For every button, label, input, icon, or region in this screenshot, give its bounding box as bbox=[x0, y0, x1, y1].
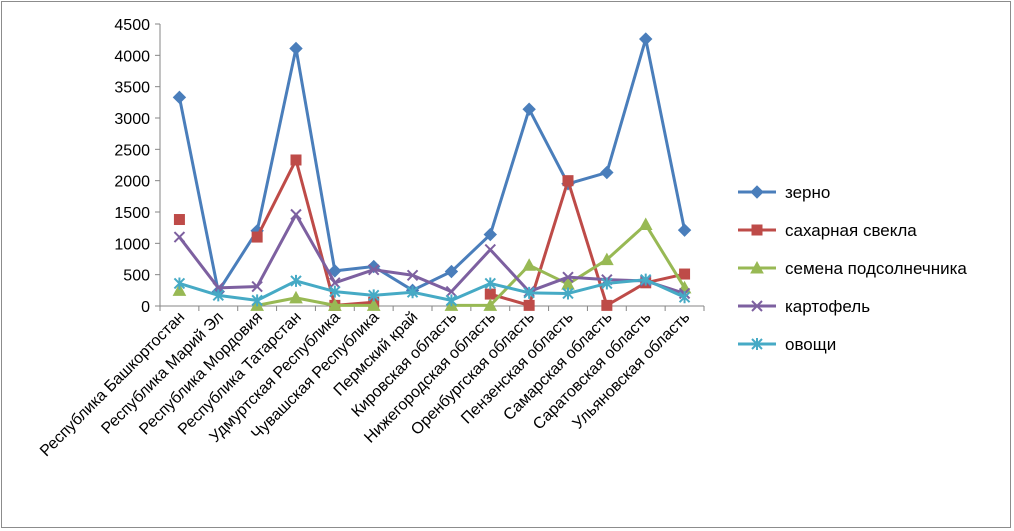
data-point bbox=[562, 287, 574, 300]
data-point bbox=[290, 274, 302, 287]
data-point bbox=[600, 165, 614, 180]
data-point bbox=[677, 223, 692, 237]
data-point bbox=[522, 258, 536, 271]
y-tick-label: 1500 bbox=[114, 205, 150, 222]
data-point bbox=[522, 102, 536, 116]
y-tick-label: 4500 bbox=[114, 17, 150, 34]
data-point bbox=[445, 294, 458, 307]
data-point bbox=[484, 277, 496, 290]
data-point bbox=[172, 90, 187, 105]
legend: зерно сахарная свекла семена подсолнечника… bbox=[738, 183, 967, 354]
data-point bbox=[601, 299, 613, 311]
data-point bbox=[445, 285, 458, 298]
data-point bbox=[444, 264, 459, 279]
legend-item: овощи bbox=[738, 335, 836, 354]
data-point bbox=[562, 175, 574, 187]
data-point bbox=[289, 41, 303, 56]
legend-label: зерно bbox=[785, 183, 830, 202]
legend-label: сахарная свекла bbox=[785, 221, 917, 240]
data-point bbox=[751, 224, 763, 236]
series-layer bbox=[172, 32, 692, 311]
legend-label: картофель bbox=[785, 297, 870, 316]
y-tick-label: 0 bbox=[141, 299, 150, 316]
data-point bbox=[679, 268, 691, 280]
data-point bbox=[483, 227, 497, 242]
axes: 0 500 1000 1500 2000 2500 3000 3500 4000 4500 Респ… bbox=[37, 17, 705, 460]
legend-item: сахарная свекла bbox=[738, 221, 917, 240]
y-tick-label: 3000 bbox=[114, 111, 150, 128]
data-point bbox=[328, 264, 342, 278]
data-point bbox=[328, 298, 342, 311]
data-point bbox=[640, 273, 652, 286]
y-tick-label: 2500 bbox=[114, 142, 150, 159]
data-point bbox=[251, 231, 263, 243]
data-point bbox=[484, 288, 496, 300]
data-point bbox=[750, 260, 764, 274]
data-point bbox=[212, 289, 224, 302]
data-point bbox=[329, 277, 341, 289]
data-point bbox=[173, 231, 186, 243]
data-point bbox=[751, 338, 763, 350]
data-point bbox=[173, 277, 186, 290]
x-tick-label: Республика Башкортостан bbox=[37, 309, 188, 460]
data-point bbox=[406, 286, 419, 299]
legend-label: семена подсолнечника bbox=[785, 259, 967, 278]
series-4 bbox=[173, 273, 691, 307]
y-tick-label: 500 bbox=[123, 268, 150, 285]
series-2 bbox=[172, 217, 692, 311]
data-point bbox=[601, 277, 613, 290]
legend-item: семена подсолнечника bbox=[738, 259, 967, 278]
data-point bbox=[483, 298, 498, 311]
data-point bbox=[251, 280, 263, 293]
data-point bbox=[639, 32, 653, 46]
data-point bbox=[750, 185, 764, 199]
legend-item: картофель bbox=[738, 297, 870, 316]
series-line bbox=[178, 213, 686, 295]
data-point bbox=[172, 283, 187, 296]
data-point bbox=[484, 243, 496, 256]
series-0 bbox=[172, 32, 692, 299]
data-point bbox=[368, 263, 380, 276]
data-point bbox=[406, 269, 419, 282]
data-point bbox=[366, 298, 381, 311]
data-point bbox=[638, 217, 653, 231]
data-point bbox=[289, 290, 303, 304]
data-point bbox=[600, 252, 614, 266]
data-point bbox=[290, 208, 302, 221]
series-line bbox=[177, 37, 687, 294]
series-line bbox=[178, 278, 686, 302]
data-point bbox=[678, 291, 691, 304]
data-point bbox=[368, 289, 380, 302]
data-point bbox=[173, 214, 185, 226]
data-point bbox=[751, 300, 763, 312]
data-point bbox=[523, 286, 535, 299]
y-tick-label: 1000 bbox=[114, 236, 150, 253]
y-tick-label: 3500 bbox=[114, 80, 150, 97]
data-point bbox=[329, 285, 341, 298]
y-tick-label: 4000 bbox=[114, 48, 150, 65]
data-point bbox=[562, 271, 574, 283]
data-point bbox=[251, 294, 263, 307]
data-point bbox=[523, 299, 535, 311]
data-point bbox=[290, 154, 302, 166]
y-tick-label: 2000 bbox=[114, 174, 150, 191]
legend-item: зерно bbox=[738, 183, 830, 202]
legend-label: овощи bbox=[785, 335, 836, 354]
